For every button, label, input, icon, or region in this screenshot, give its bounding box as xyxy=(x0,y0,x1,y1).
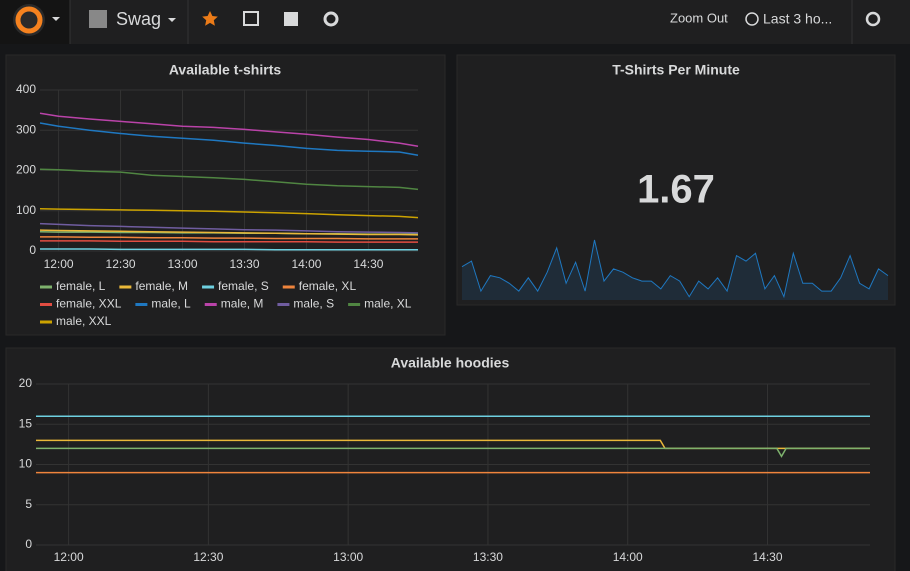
time-range-picker[interactable]: Last 3 ho... xyxy=(763,11,832,27)
series-line xyxy=(39,112,419,148)
sparkline xyxy=(461,239,889,299)
series-line xyxy=(40,240,418,243)
x-tick-label: 12:30 xyxy=(193,550,223,564)
x-tick-label: 14:30 xyxy=(752,550,782,564)
legend-label: male, M xyxy=(221,297,264,311)
legend-label: male, L xyxy=(151,297,191,311)
navbar xyxy=(0,0,910,44)
clock-icon xyxy=(745,12,759,26)
share-button[interactable] xyxy=(243,11,259,26)
dashboard-icon xyxy=(89,10,107,28)
y-tick-label: 400 xyxy=(16,82,36,96)
series-line xyxy=(36,447,870,458)
y-tick-label: 300 xyxy=(16,122,36,136)
sparkline-area xyxy=(462,240,888,300)
y-tick-label: 200 xyxy=(16,163,36,177)
settings-button[interactable] xyxy=(323,11,339,27)
panel xyxy=(5,54,446,336)
legend-label: male, XXL xyxy=(56,314,112,328)
refresh-button[interactable] xyxy=(865,11,881,27)
series-line xyxy=(39,207,419,219)
legend-label: female, XL xyxy=(299,279,357,293)
save-button[interactable] xyxy=(284,12,298,26)
x-tick-label: 14:30 xyxy=(353,257,383,271)
panel-title: Available hoodies xyxy=(391,355,510,371)
caret xyxy=(168,18,176,22)
x-tick-label: 14:00 xyxy=(613,550,643,564)
caret xyxy=(52,17,60,21)
y-tick-label: 15 xyxy=(19,416,33,430)
y-tick-label: 100 xyxy=(16,203,36,217)
x-tick-label: 14:00 xyxy=(291,257,321,271)
legend-label: male, S xyxy=(293,297,334,311)
series-line xyxy=(40,248,418,251)
panel-title: Available t-shirts xyxy=(169,62,282,78)
logo-ring xyxy=(15,6,43,34)
panel-title: T-Shirts Per Minute xyxy=(612,62,740,78)
zoom-out-button[interactable]: Zoom Out xyxy=(670,10,728,25)
series-line xyxy=(39,229,419,236)
x-tick-label: 12:00 xyxy=(44,257,74,271)
x-tick-label: 13:30 xyxy=(473,550,503,564)
dashboard-title[interactable]: Swag xyxy=(116,9,161,29)
y-tick-label: 20 xyxy=(19,376,33,390)
x-tick-label: 13:30 xyxy=(229,257,259,271)
x-tick-label: 13:00 xyxy=(333,550,363,564)
stat-value: 1.67 xyxy=(637,168,715,212)
y-tick-label: 0 xyxy=(29,243,36,257)
series-line xyxy=(39,222,419,234)
y-tick-label: 0 xyxy=(25,537,32,551)
y-tick-label: 5 xyxy=(25,497,32,511)
star-button[interactable] xyxy=(202,11,218,26)
legend-label: male, XL xyxy=(364,297,412,311)
legend-label: female, S xyxy=(218,279,269,293)
panel xyxy=(5,347,896,571)
x-tick-label: 12:30 xyxy=(106,257,136,271)
series-line xyxy=(40,236,418,240)
x-tick-label: 12:00 xyxy=(54,550,84,564)
series-line xyxy=(39,122,419,156)
legend-label: female, XXL xyxy=(56,297,122,311)
y-tick-label: 10 xyxy=(19,457,33,471)
legend-label: female, M xyxy=(135,279,188,293)
panel xyxy=(456,54,896,306)
legend-label: female, L xyxy=(56,279,106,293)
series-line xyxy=(39,168,419,191)
x-tick-label: 13:00 xyxy=(168,257,198,271)
